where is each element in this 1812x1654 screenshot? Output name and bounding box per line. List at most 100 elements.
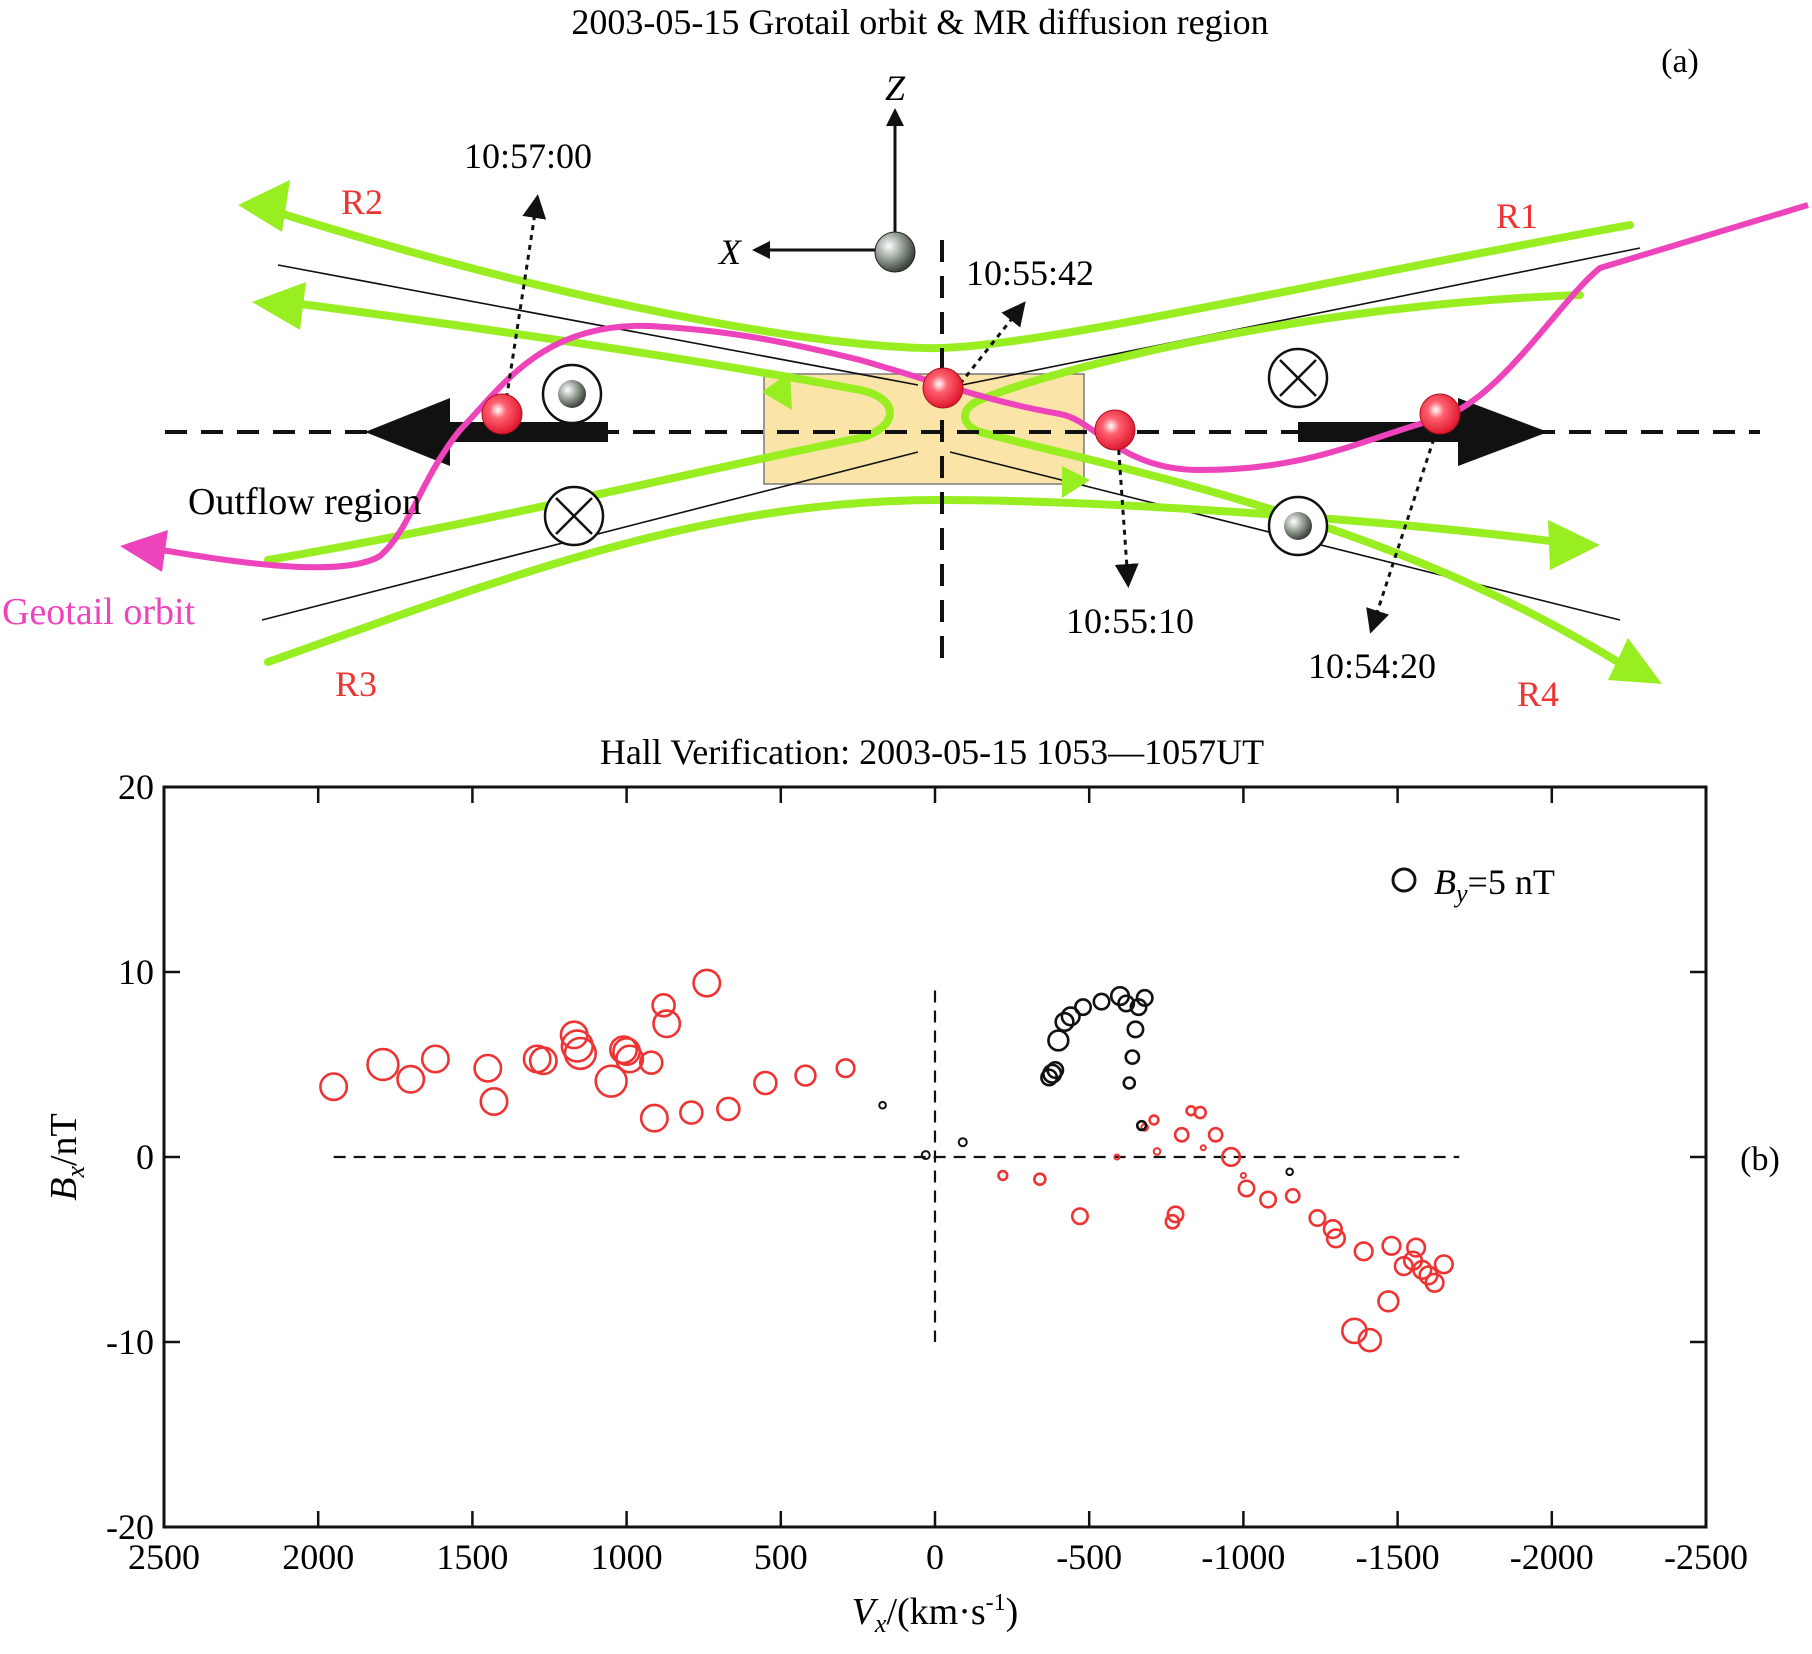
red-data-point <box>319 1072 349 1102</box>
y-axis-label-sub: x <box>61 1166 90 1179</box>
time-label-1055-42: 10:55:42 <box>966 253 1094 293</box>
red-data-point <box>652 1009 682 1039</box>
y-axis-label-var: B <box>43 1178 85 1201</box>
scatter-points <box>319 968 1454 1353</box>
x-axis-label-exp: -1 <box>986 1590 1006 1616</box>
geotail-orbit-label: Geotail orbit <box>2 591 196 633</box>
time-label-1055-10: 10:55:10 <box>1066 601 1194 641</box>
red-data-point <box>1239 1172 1247 1179</box>
red-data-point <box>835 1058 856 1079</box>
position-marker-1057 <box>481 393 523 435</box>
red-data-point <box>1207 1126 1224 1143</box>
position-marker-1055-10 <box>1094 409 1136 451</box>
black-data-point <box>1046 1061 1065 1080</box>
y-tick-label: -10 <box>106 1322 154 1362</box>
legend-label: By=5 nT <box>1434 862 1555 908</box>
x-axis: 2500 2000 1500 1000 500 0 -500 -1000 -1500 -2000 -… <box>128 787 1748 1577</box>
red-data-point <box>1433 1254 1454 1275</box>
x-tick-label: -500 <box>1056 1537 1122 1577</box>
z-arrowhead <box>886 108 904 126</box>
panel-b: Hall Verification: 2003-05-15 1053—1057U… <box>43 732 1780 1638</box>
by-out-of-page-icon-right <box>1267 495 1329 557</box>
red-data-point <box>479 1087 509 1117</box>
red-data-point <box>1322 1219 1343 1240</box>
black-data-point <box>1060 1006 1081 1027</box>
red-data-point <box>528 1046 558 1076</box>
axis-x-label: X <box>717 232 743 272</box>
red-data-point <box>563 1036 598 1071</box>
red-data-point <box>997 1169 1009 1182</box>
red-data-point <box>651 992 676 1018</box>
region-label-r4: R4 <box>1517 674 1559 714</box>
red-data-point <box>1259 1190 1278 1209</box>
arrowhead-r2-lower <box>252 282 306 330</box>
black-data-point <box>1054 1011 1075 1033</box>
time-label-1057: 10:57:00 <box>464 136 592 176</box>
outflow-region-label: Outflow region <box>188 481 421 523</box>
field-line-arrowheads <box>238 180 1662 684</box>
outflow-arrow-right <box>1298 398 1548 466</box>
black-data-point <box>1135 988 1154 1007</box>
black-data-point <box>1042 1063 1063 1084</box>
y-axis: 20 10 0 -10 -20 <box>106 767 1706 1547</box>
black-data-point <box>1122 1076 1137 1090</box>
red-data-point <box>1325 1228 1347 1249</box>
red-data-point <box>1237 1179 1256 1198</box>
red-data-point <box>615 1044 645 1074</box>
red-data-point <box>1166 1205 1185 1224</box>
geotail-orbit-path <box>149 202 1809 571</box>
axis-z-label: Z <box>885 68 906 108</box>
black-data-point <box>1092 992 1111 1011</box>
by-into-page-icon-right <box>1267 347 1329 409</box>
arrowhead-r4-right <box>1608 638 1662 684</box>
black-data-point <box>1117 994 1136 1013</box>
red-data-point <box>1353 1241 1374 1262</box>
red-data-point <box>1357 1327 1383 1353</box>
arrowhead-r2-upper <box>238 180 290 232</box>
geotail-orbit-arrowhead <box>120 530 168 572</box>
legend-sub: y <box>1453 879 1468 908</box>
red-data-point <box>366 1047 400 1082</box>
by-into-page-icon-left <box>543 485 605 547</box>
red-data-point <box>1424 1272 1445 1293</box>
red-data-point <box>1033 1172 1047 1186</box>
x-tick-label: 2000 <box>282 1537 354 1577</box>
x-tick-label: 1000 <box>591 1537 663 1577</box>
red-data-point <box>1113 1153 1121 1161</box>
x-axis-label-unit: /(km·s <box>886 1591 985 1633</box>
red-data-point <box>420 1044 450 1074</box>
arrowhead-inner-left <box>762 372 792 410</box>
axis-triad: Z X <box>717 68 916 273</box>
red-data-point <box>1308 1209 1327 1228</box>
red-data-point <box>1148 1114 1160 1126</box>
red-data-point <box>1199 1144 1207 1152</box>
panel-a-label: (a) <box>1661 43 1699 80</box>
legend-marker <box>1391 867 1417 893</box>
red-data-point <box>1070 1207 1089 1226</box>
red-data-point <box>692 968 722 998</box>
black-data-point <box>878 1100 887 1110</box>
time-callout-arrows <box>503 194 1442 634</box>
panel-a: 2003-05-15 Grotail orbit & MR diffusion … <box>2 2 1809 714</box>
y-tick-label: 10 <box>118 952 154 992</box>
y-axis-label: Bx/nT <box>43 1113 90 1201</box>
red-data-point <box>679 1100 704 1125</box>
y-tick-label: 0 <box>136 1137 154 1177</box>
black-data-point <box>1285 1167 1294 1177</box>
red-data-point <box>753 1070 778 1096</box>
legend-var: B <box>1434 862 1456 902</box>
region-label-r1: R1 <box>1496 196 1538 236</box>
black-data-point <box>1074 998 1093 1017</box>
chart-title: Hall Verification: 2003-05-15 1053—1057U… <box>600 732 1264 772</box>
x-axis-label-close: ) <box>1006 1591 1019 1633</box>
x-tick-label: 2500 <box>128 1537 200 1577</box>
red-data-point <box>396 1064 426 1094</box>
x-axis-label-var: V <box>852 1591 879 1633</box>
y-tick-label: 20 <box>118 767 154 807</box>
position-marker-1055-42 <box>922 367 964 409</box>
x-tick-label: -2500 <box>1664 1537 1748 1577</box>
arrowhead-r1-right <box>1548 520 1600 570</box>
y-axis-label-unit: /nT <box>43 1113 85 1166</box>
red-data-point <box>1406 1237 1427 1258</box>
red-data-point <box>794 1064 817 1087</box>
